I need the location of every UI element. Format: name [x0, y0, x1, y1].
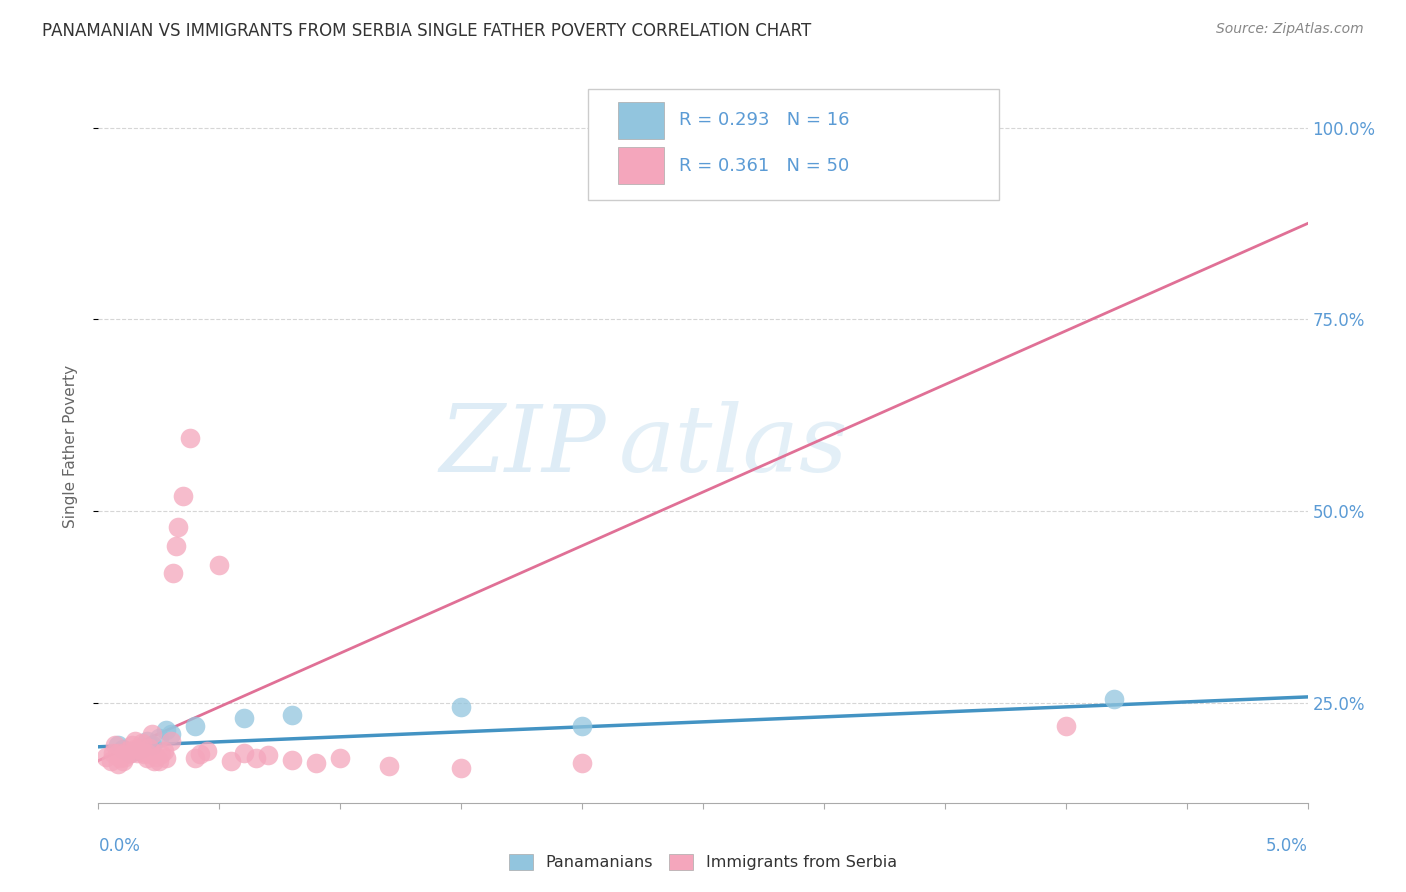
- Point: [232, 711, 254, 725]
- Point: [118, 746, 141, 760]
- Point: [450, 699, 472, 714]
- Point: [184, 751, 207, 765]
- Point: [329, 751, 352, 765]
- Point: [1102, 692, 1125, 706]
- Point: [232, 746, 254, 760]
- Point: [281, 707, 304, 722]
- Point: [305, 756, 328, 770]
- Point: [145, 749, 167, 764]
- Point: [155, 723, 177, 737]
- Point: [143, 754, 166, 768]
- Point: [117, 744, 139, 758]
- Point: [124, 734, 146, 748]
- Point: [165, 539, 187, 553]
- Point: [128, 740, 150, 755]
- Point: [135, 734, 157, 748]
- Point: [135, 751, 157, 765]
- Point: [245, 751, 267, 765]
- Point: [167, 519, 190, 533]
- Point: [127, 746, 149, 760]
- Point: [135, 746, 157, 760]
- Text: 5.0%: 5.0%: [1265, 837, 1308, 855]
- Point: [121, 738, 143, 752]
- Point: [150, 747, 173, 762]
- Point: [124, 742, 146, 756]
- Point: [172, 489, 194, 503]
- Point: [108, 751, 131, 765]
- Point: [184, 719, 207, 733]
- FancyBboxPatch shape: [619, 147, 664, 185]
- Text: 0.0%: 0.0%: [98, 837, 141, 855]
- Point: [118, 746, 141, 760]
- Point: [179, 431, 201, 445]
- Legend: Panamanians, Immigrants from Serbia: Panamanians, Immigrants from Serbia: [502, 847, 904, 877]
- Point: [107, 757, 129, 772]
- Point: [141, 738, 163, 752]
- Point: [160, 727, 183, 741]
- Point: [141, 727, 163, 741]
- Point: [148, 754, 170, 768]
- Point: [571, 719, 593, 733]
- Point: [195, 744, 218, 758]
- Point: [94, 749, 117, 764]
- Point: [162, 566, 184, 580]
- Point: [160, 734, 183, 748]
- Point: [208, 558, 231, 572]
- Point: [221, 754, 243, 768]
- Text: R = 0.361   N = 50: R = 0.361 N = 50: [679, 157, 849, 175]
- Text: atlas: atlas: [619, 401, 848, 491]
- Point: [134, 747, 156, 762]
- Point: [138, 740, 160, 755]
- Point: [188, 747, 211, 762]
- Point: [152, 744, 174, 758]
- FancyBboxPatch shape: [588, 89, 1000, 200]
- Point: [111, 742, 134, 756]
- Point: [155, 751, 177, 765]
- Point: [104, 738, 127, 752]
- Point: [124, 744, 146, 758]
- Point: [107, 746, 129, 760]
- Point: [148, 731, 170, 745]
- Text: R = 0.293   N = 16: R = 0.293 N = 16: [679, 112, 849, 129]
- Point: [256, 748, 278, 763]
- Point: [131, 740, 153, 755]
- FancyBboxPatch shape: [619, 102, 664, 139]
- Text: Source: ZipAtlas.com: Source: ZipAtlas.com: [1216, 22, 1364, 37]
- Point: [1054, 719, 1077, 733]
- Point: [100, 754, 122, 768]
- Point: [114, 749, 136, 764]
- Point: [571, 756, 593, 770]
- Point: [111, 754, 134, 768]
- Point: [281, 753, 304, 767]
- Point: [131, 736, 153, 750]
- Point: [450, 761, 472, 775]
- Text: ZIP: ZIP: [440, 401, 606, 491]
- Point: [377, 759, 399, 773]
- Point: [107, 738, 129, 752]
- Text: PANAMANIAN VS IMMIGRANTS FROM SERBIA SINGLE FATHER POVERTY CORRELATION CHART: PANAMANIAN VS IMMIGRANTS FROM SERBIA SIN…: [42, 22, 811, 40]
- Point: [101, 746, 124, 760]
- Point: [111, 748, 134, 763]
- Y-axis label: Single Father Poverty: Single Father Poverty: [63, 365, 77, 527]
